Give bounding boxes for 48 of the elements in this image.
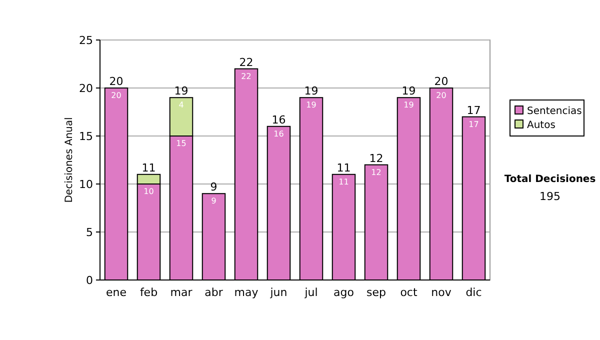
legend-label: Autos bbox=[527, 120, 556, 131]
total-label: 11 bbox=[336, 161, 351, 174]
y-tick-label: 0 bbox=[86, 274, 93, 287]
x-tick-label: sep bbox=[366, 286, 386, 299]
total-label: 20 bbox=[109, 75, 124, 88]
legend-label: Sentencias bbox=[527, 106, 582, 117]
data-label: 22 bbox=[241, 72, 252, 81]
y-axis-title: Decisiones Anual bbox=[64, 117, 75, 203]
data-label: 20 bbox=[436, 91, 446, 100]
total-label: 19 bbox=[174, 84, 188, 98]
data-label: 12 bbox=[371, 168, 382, 177]
text: Total Decisiones bbox=[504, 174, 596, 185]
data-label: 11 bbox=[338, 177, 349, 186]
x-tick-label: ago bbox=[334, 286, 354, 299]
total-label: 19 bbox=[402, 84, 416, 98]
total-label: 12 bbox=[369, 152, 384, 165]
x-tick-label: nov bbox=[431, 286, 452, 299]
y-tick-label: 10 bbox=[79, 178, 93, 191]
y-tick-label: 15 bbox=[79, 130, 93, 143]
x-tick-label: may bbox=[234, 286, 259, 299]
text: 195 bbox=[540, 190, 560, 203]
total-label: 16 bbox=[272, 113, 286, 126]
x-tick-label: mar bbox=[170, 286, 193, 299]
total-label: 19 bbox=[304, 84, 318, 98]
data-label: 15 bbox=[176, 139, 186, 148]
x-tick-label: jun bbox=[269, 286, 288, 299]
data-label: 9 bbox=[211, 196, 216, 206]
x-tick-label: dic bbox=[466, 286, 482, 299]
total-label: 11 bbox=[142, 161, 156, 174]
total-label: 9 bbox=[210, 180, 218, 194]
total-label: 20 bbox=[434, 75, 448, 88]
data-label: 19 bbox=[404, 100, 414, 110]
data-label: 19 bbox=[306, 100, 316, 110]
y-tick-label: 5 bbox=[86, 226, 93, 239]
x-tick-label: feb bbox=[140, 286, 158, 299]
total-label: 22 bbox=[239, 56, 254, 69]
data-label: 16 bbox=[274, 129, 284, 138]
y-tick-label: 25 bbox=[79, 34, 93, 47]
data-label: 10 bbox=[144, 187, 154, 196]
data-label: 17 bbox=[468, 120, 479, 129]
y-tick-label: 20 bbox=[79, 82, 93, 95]
x-tick-label: abr bbox=[204, 286, 224, 299]
x-tick-label: jul bbox=[304, 286, 318, 299]
x-tick-label: oct bbox=[400, 286, 418, 299]
data-label: 4 bbox=[178, 100, 184, 110]
total-label: 17 bbox=[466, 104, 481, 117]
x-tick-label: ene bbox=[106, 286, 127, 299]
data-label: 20 bbox=[111, 91, 122, 100]
